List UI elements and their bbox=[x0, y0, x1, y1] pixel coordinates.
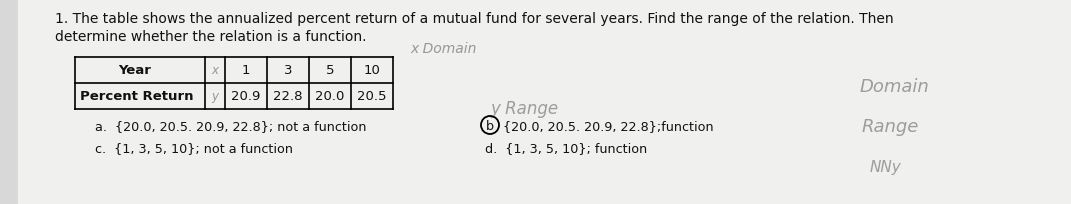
Text: x Domain: x Domain bbox=[410, 42, 477, 56]
Text: Year: Year bbox=[119, 64, 151, 77]
Text: a.  {20.0, 20.5. 20.9, 22.8}; not a function: a. {20.0, 20.5. 20.9, 22.8}; not a funct… bbox=[95, 119, 366, 132]
Text: 10: 10 bbox=[363, 64, 380, 77]
Text: 20.5: 20.5 bbox=[358, 90, 387, 103]
Text: Range: Range bbox=[862, 118, 919, 135]
Text: c.  {1, 3, 5, 10}; not a function: c. {1, 3, 5, 10}; not a function bbox=[95, 141, 293, 154]
Text: 20.0: 20.0 bbox=[315, 90, 345, 103]
Text: b: b bbox=[486, 119, 494, 132]
Text: 22.8: 22.8 bbox=[273, 90, 303, 103]
Text: determine whether the relation is a function.: determine whether the relation is a func… bbox=[55, 30, 366, 44]
Text: NNy: NNy bbox=[870, 159, 902, 174]
Text: y Range: y Range bbox=[491, 100, 558, 118]
Text: 1. The table shows the annualized percent return of a mutual fund for several ye: 1. The table shows the annualized percen… bbox=[55, 12, 893, 26]
Text: y: y bbox=[211, 90, 218, 103]
Text: Percent Return: Percent Return bbox=[80, 90, 194, 103]
Text: 5: 5 bbox=[326, 64, 334, 77]
Text: {20.0, 20.5. 20.9, 22.8};function: {20.0, 20.5. 20.9, 22.8};function bbox=[503, 119, 713, 132]
Text: 20.9: 20.9 bbox=[231, 90, 260, 103]
Text: d.  {1, 3, 5, 10}; function: d. {1, 3, 5, 10}; function bbox=[485, 141, 647, 154]
Text: 3: 3 bbox=[284, 64, 292, 77]
Text: 1: 1 bbox=[242, 64, 251, 77]
Text: Domain: Domain bbox=[860, 78, 930, 95]
Text: x: x bbox=[211, 64, 218, 77]
